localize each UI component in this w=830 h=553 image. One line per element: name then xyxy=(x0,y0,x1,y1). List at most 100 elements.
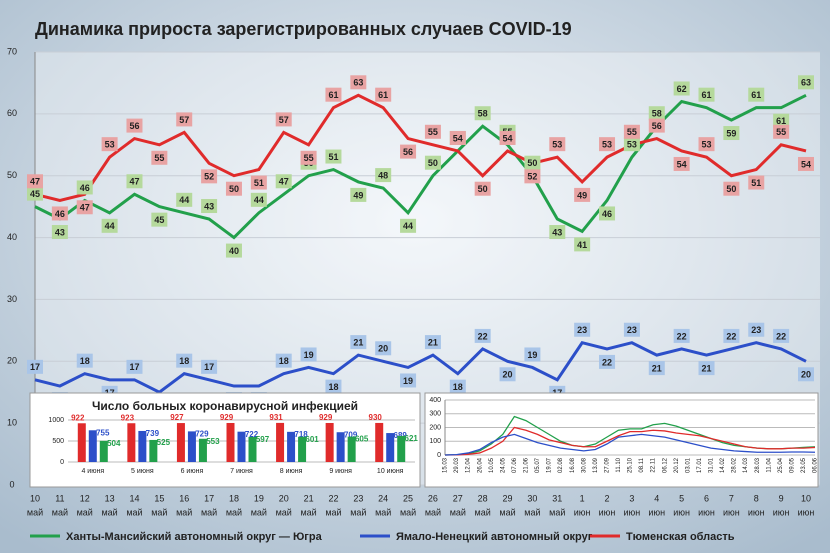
inset-title: Число больных коронавирусной инфекцией xyxy=(92,399,358,413)
x-tick-label: июн xyxy=(673,507,690,517)
bar xyxy=(276,422,285,462)
data-label-box xyxy=(748,87,765,102)
data-label-box xyxy=(698,361,715,376)
data-label: 53 xyxy=(702,140,712,150)
x-tick-label: 24.05 xyxy=(500,457,506,473)
data-label-box xyxy=(723,181,740,196)
y-tick-label: 400 xyxy=(429,397,441,404)
data-label: 22 xyxy=(478,331,488,341)
x-tick-label: май xyxy=(201,507,217,517)
data-label: 553 xyxy=(206,437,220,446)
x-tick-label: июн xyxy=(798,507,815,517)
series-line xyxy=(444,433,816,456)
data-label: 44 xyxy=(105,221,115,231)
x-tick-label: май xyxy=(27,507,43,517)
data-label: 51 xyxy=(328,152,338,162)
x-tick-label: май xyxy=(325,507,341,517)
data-label: 55 xyxy=(776,127,786,137)
data-label-box xyxy=(400,144,417,159)
data-label: 18 xyxy=(328,382,338,392)
data-label: 18 xyxy=(453,382,463,392)
x-tick-label: 30.08 xyxy=(581,457,587,473)
data-label-box xyxy=(524,347,541,362)
x-tick-label: 15.03 xyxy=(443,457,449,473)
x-tick-label: 17 xyxy=(204,493,214,503)
data-label: 54 xyxy=(677,159,687,169)
bar xyxy=(336,432,345,462)
data-label-box xyxy=(350,335,367,350)
x-tick-label: май xyxy=(499,507,515,517)
data-label-box xyxy=(499,130,516,145)
data-label-box xyxy=(201,169,218,184)
y-tick-label: 20 xyxy=(7,356,17,366)
data-label: 54 xyxy=(801,159,811,169)
x-tick-label: июн xyxy=(748,507,765,517)
data-label-box xyxy=(101,137,118,152)
bar xyxy=(226,422,235,462)
bar xyxy=(138,430,147,462)
x-tick-label: 25 xyxy=(403,493,413,503)
bar xyxy=(198,438,207,462)
bar xyxy=(149,439,158,462)
data-label: 55 xyxy=(304,153,314,163)
x-tick-label: 31 xyxy=(552,493,562,503)
y-tick-label: 60 xyxy=(7,108,17,118)
data-label: 23 xyxy=(577,325,587,335)
data-label: 45 xyxy=(154,215,164,225)
data-label-box xyxy=(350,75,367,90)
data-label-box xyxy=(51,225,68,240)
data-label-box xyxy=(524,169,541,184)
x-tick-label: 22.11 xyxy=(651,457,657,472)
data-label: 50 xyxy=(428,158,438,168)
x-tick-label: май xyxy=(350,507,366,517)
data-label-box xyxy=(773,328,790,343)
data-label: 504 xyxy=(107,439,121,448)
x-tick-label: 25.10 xyxy=(628,457,634,473)
data-label-box xyxy=(250,192,267,207)
data-label: 55 xyxy=(154,153,164,163)
y-tick-label: 40 xyxy=(7,232,17,242)
data-label: 47 xyxy=(80,203,90,213)
data-label-box xyxy=(76,353,93,368)
x-tick-label: 5 июня xyxy=(131,468,154,475)
data-label: 18 xyxy=(279,356,289,366)
data-label-box xyxy=(773,124,790,139)
x-tick-label: 06.06 xyxy=(813,457,819,473)
data-label-box xyxy=(449,379,466,394)
data-label: 43 xyxy=(55,227,65,237)
x-tick-label: 7 июня xyxy=(230,468,253,475)
x-tick-label: 28.02 xyxy=(732,457,738,473)
y-tick-label: 200 xyxy=(429,424,441,431)
data-label-box xyxy=(524,155,541,170)
bar xyxy=(248,436,257,462)
data-label-box xyxy=(574,187,591,202)
data-label: 57 xyxy=(179,115,189,125)
x-tick-label: 26 xyxy=(428,493,438,503)
data-label-box xyxy=(350,187,367,202)
bar xyxy=(397,435,406,462)
data-label: 55 xyxy=(428,127,438,137)
data-label: 47 xyxy=(129,177,139,187)
x-tick-label: май xyxy=(251,507,267,517)
data-label-box xyxy=(673,328,690,343)
data-label: 48 xyxy=(378,170,388,180)
data-label-box xyxy=(325,379,342,394)
data-label-box xyxy=(250,175,267,190)
x-tick-label: 17.01 xyxy=(697,457,703,473)
bar xyxy=(187,431,196,462)
bar xyxy=(176,423,185,462)
data-label: 47 xyxy=(279,177,289,187)
data-label: 40 xyxy=(229,246,239,256)
data-label: 52 xyxy=(204,172,214,182)
data-label: 927 xyxy=(170,413,184,422)
data-label-box xyxy=(748,322,765,337)
data-label-box xyxy=(499,367,516,382)
data-label: 47 xyxy=(30,177,40,187)
data-label: 21 xyxy=(652,363,662,373)
x-tick-label: 31.01 xyxy=(709,457,715,473)
data-label: 597 xyxy=(256,435,270,444)
x-tick-label: 05.07 xyxy=(535,457,541,473)
data-label: 729 xyxy=(195,429,209,438)
data-label: 19 xyxy=(304,350,314,360)
x-tick-label: 9 xyxy=(779,493,784,503)
